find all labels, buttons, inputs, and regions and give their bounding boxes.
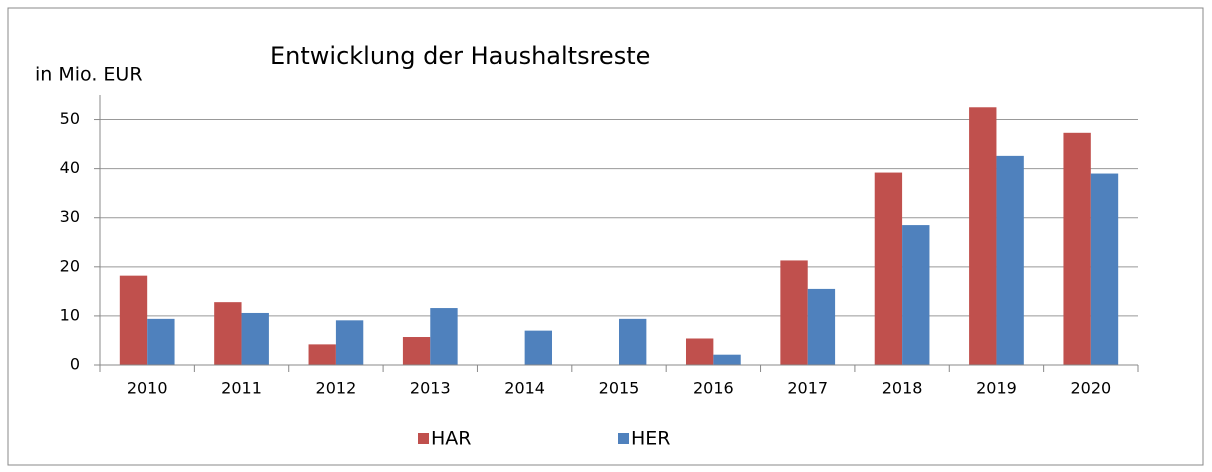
x-tick-label: 2011	[221, 379, 262, 398]
x-tick-label: 2013	[410, 379, 451, 398]
bar	[685, 338, 714, 365]
bar	[713, 354, 741, 365]
bar	[430, 308, 458, 365]
y-tick-label: 40	[60, 158, 80, 177]
bar	[524, 330, 553, 365]
bar	[335, 320, 364, 365]
bar	[402, 337, 431, 365]
bar	[996, 155, 1024, 365]
chart-title: Entwicklung der Haushaltsreste	[270, 42, 650, 70]
x-tick-label: 2016	[693, 379, 734, 398]
x-tick-label: 2017	[787, 379, 828, 398]
x-tick-label: 2018	[882, 379, 923, 398]
x-tick-label: 2014	[504, 379, 545, 398]
y-tick-label: 0	[70, 355, 80, 374]
y-tick-label: 30	[60, 207, 80, 226]
x-tick-label: 2015	[599, 379, 640, 398]
x-tick-label: 2010	[127, 379, 168, 398]
y-tick-label: 20	[60, 256, 80, 275]
bar	[308, 344, 336, 365]
bar	[969, 107, 997, 365]
x-tick-label: 2020	[1070, 379, 1111, 398]
bar	[147, 318, 175, 365]
bar	[619, 318, 647, 365]
legend-swatch	[418, 433, 429, 444]
y-tick-label: 10	[60, 305, 80, 324]
y-axis-label: in Mio. EUR	[35, 64, 143, 86]
bar	[119, 275, 148, 365]
bar	[902, 225, 930, 365]
x-tick-label: 2019	[976, 379, 1017, 398]
bar	[1090, 173, 1119, 365]
y-tick-label: 50	[60, 109, 80, 128]
x-tick-label: 2012	[316, 379, 357, 398]
bar	[214, 302, 242, 365]
bar	[780, 260, 808, 365]
bar	[241, 312, 269, 365]
legend-swatch	[618, 433, 629, 444]
bar	[807, 288, 836, 365]
legend-label: HAR	[431, 428, 472, 450]
legend-label: HER	[631, 428, 671, 450]
bar	[1063, 132, 1091, 365]
bar	[874, 172, 903, 365]
